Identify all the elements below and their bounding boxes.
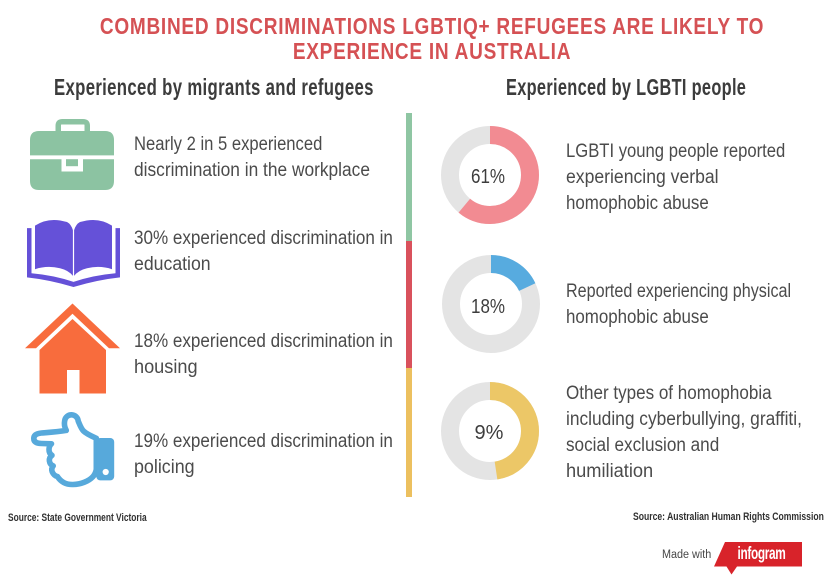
svg-text:infogram: infogram	[738, 543, 786, 563]
